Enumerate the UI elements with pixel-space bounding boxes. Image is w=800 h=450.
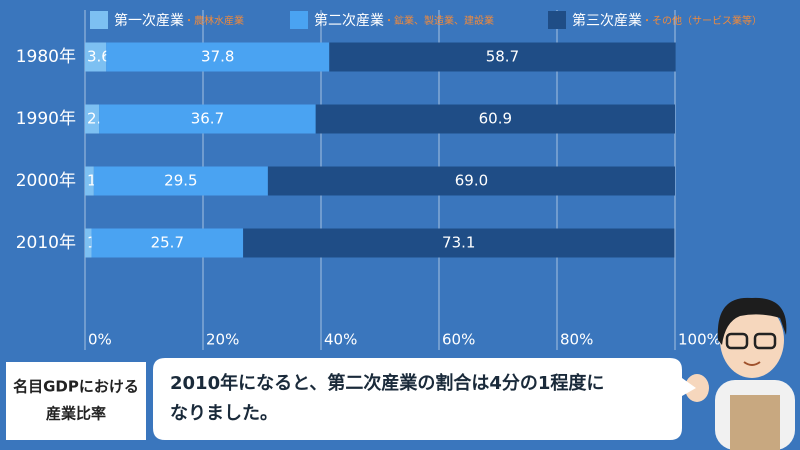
y-tick-label: 2000年 — [16, 171, 76, 191]
face — [720, 302, 784, 378]
legend-note: ・その他（サービス業等） — [642, 14, 762, 27]
hair — [717, 297, 787, 345]
bar-segment — [106, 42, 330, 72]
bar-segment — [85, 42, 107, 72]
bar-segment — [93, 166, 268, 196]
speech-line: 2010年になると、第二次産業の割合は4分の1程度に — [170, 372, 604, 394]
data-label: 58.7 — [486, 48, 519, 66]
hand — [685, 374, 709, 402]
legend-label: 第三次産業 — [572, 12, 642, 29]
legend-note: ・農林水産業 — [184, 14, 244, 27]
mouth — [743, 361, 761, 366]
legend-swatch — [290, 11, 308, 29]
bar-segment — [99, 104, 316, 134]
data-label: 73.1 — [442, 234, 475, 252]
data-label: 36.7 — [191, 110, 224, 128]
data-label: 25.7 — [151, 234, 184, 252]
legend-label: 第二次産業 — [314, 12, 384, 29]
bar-segment — [329, 42, 676, 72]
legend-swatch — [548, 11, 566, 29]
legend-note: ・鉱業、製造業、建設業 — [384, 14, 494, 27]
presenter-illustration — [685, 297, 795, 450]
y-tick-label: 1990年 — [16, 109, 76, 129]
data-label: 3.6 — [87, 48, 111, 66]
x-tick-label: 60% — [442, 331, 475, 349]
caption-line: 名目GDPにおける — [13, 378, 139, 396]
glasses — [753, 332, 777, 350]
legend-label: 第一次産業 — [114, 12, 184, 29]
x-tick-label: 80% — [560, 331, 593, 349]
speech-line: なりました。 — [170, 403, 278, 424]
data-label: 69.0 — [455, 172, 488, 190]
legend-swatch — [90, 11, 108, 29]
x-tick-label: 100% — [678, 331, 721, 349]
bar-segment — [315, 104, 675, 134]
bar-segment — [91, 228, 244, 258]
bar-segment — [85, 166, 94, 196]
caption-box — [6, 362, 146, 440]
x-tick-label: 0% — [88, 331, 112, 349]
apron — [730, 395, 780, 450]
data-label: 29.5 — [164, 172, 197, 190]
data-label: 37.8 — [201, 48, 234, 66]
bar-segment — [243, 228, 675, 258]
caption-line: 産業比率 — [46, 405, 106, 423]
x-tick-label: 20% — [206, 331, 239, 349]
speech-bubble — [153, 358, 696, 440]
bar-segment — [85, 228, 92, 258]
y-tick-label: 2010年 — [16, 233, 76, 253]
data-label: 60.9 — [479, 110, 512, 128]
bar-segment — [85, 104, 100, 134]
bar-segment — [267, 166, 675, 196]
x-tick-label: 40% — [324, 331, 357, 349]
y-tick-label: 1980年 — [16, 47, 76, 67]
glasses — [725, 332, 749, 350]
